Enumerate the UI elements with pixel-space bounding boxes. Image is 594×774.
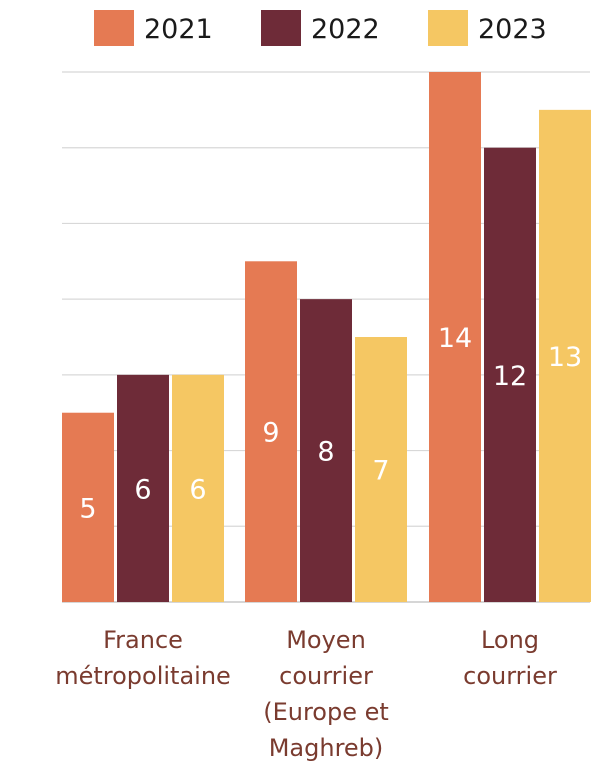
value-label: 6 bbox=[189, 474, 206, 505]
category-label: métropolitaine bbox=[55, 662, 231, 690]
value-label: 6 bbox=[134, 474, 151, 505]
value-labels: 5 6 6 9 8 7 14 12 13 bbox=[79, 323, 582, 524]
value-label: 12 bbox=[493, 361, 527, 392]
bar-2023-1 bbox=[355, 337, 407, 602]
legend-label: 2022 bbox=[311, 14, 380, 45]
category-label: France bbox=[103, 626, 183, 654]
legend: 2021 2022 2023 bbox=[94, 10, 547, 46]
bar-2023-0 bbox=[172, 374, 224, 602]
legend-label: 2023 bbox=[478, 14, 547, 45]
bar-2023-2 bbox=[539, 109, 591, 602]
value-label: 14 bbox=[438, 323, 472, 354]
category-label: Moyen bbox=[286, 626, 366, 654]
bar-2021-1 bbox=[245, 261, 297, 602]
legend-label: 2021 bbox=[144, 14, 213, 45]
category-label: Maghreb) bbox=[269, 734, 384, 762]
bar-2022-0 bbox=[117, 374, 169, 602]
bar-2021-0 bbox=[62, 412, 114, 602]
bar-2021-2 bbox=[429, 72, 481, 602]
category-label: Long bbox=[481, 626, 539, 654]
category-label: courrier bbox=[463, 662, 557, 690]
value-label: 5 bbox=[79, 493, 96, 524]
legend-swatch-2023 bbox=[428, 10, 468, 46]
value-label: 9 bbox=[262, 418, 279, 449]
legend-swatch-2022 bbox=[261, 10, 301, 46]
bars bbox=[62, 72, 591, 602]
bar-2022-2 bbox=[484, 147, 536, 602]
category-label: courrier bbox=[279, 662, 373, 690]
category-label: (Europe et bbox=[263, 698, 389, 726]
category-labels: France métropolitaine Moyen courrier (Europe… bbox=[55, 626, 557, 762]
value-label: 13 bbox=[548, 342, 582, 373]
value-label: 8 bbox=[317, 437, 334, 468]
legend-swatch-2021 bbox=[94, 10, 134, 46]
value-label: 7 bbox=[372, 456, 389, 487]
bar-2022-1 bbox=[300, 299, 352, 602]
